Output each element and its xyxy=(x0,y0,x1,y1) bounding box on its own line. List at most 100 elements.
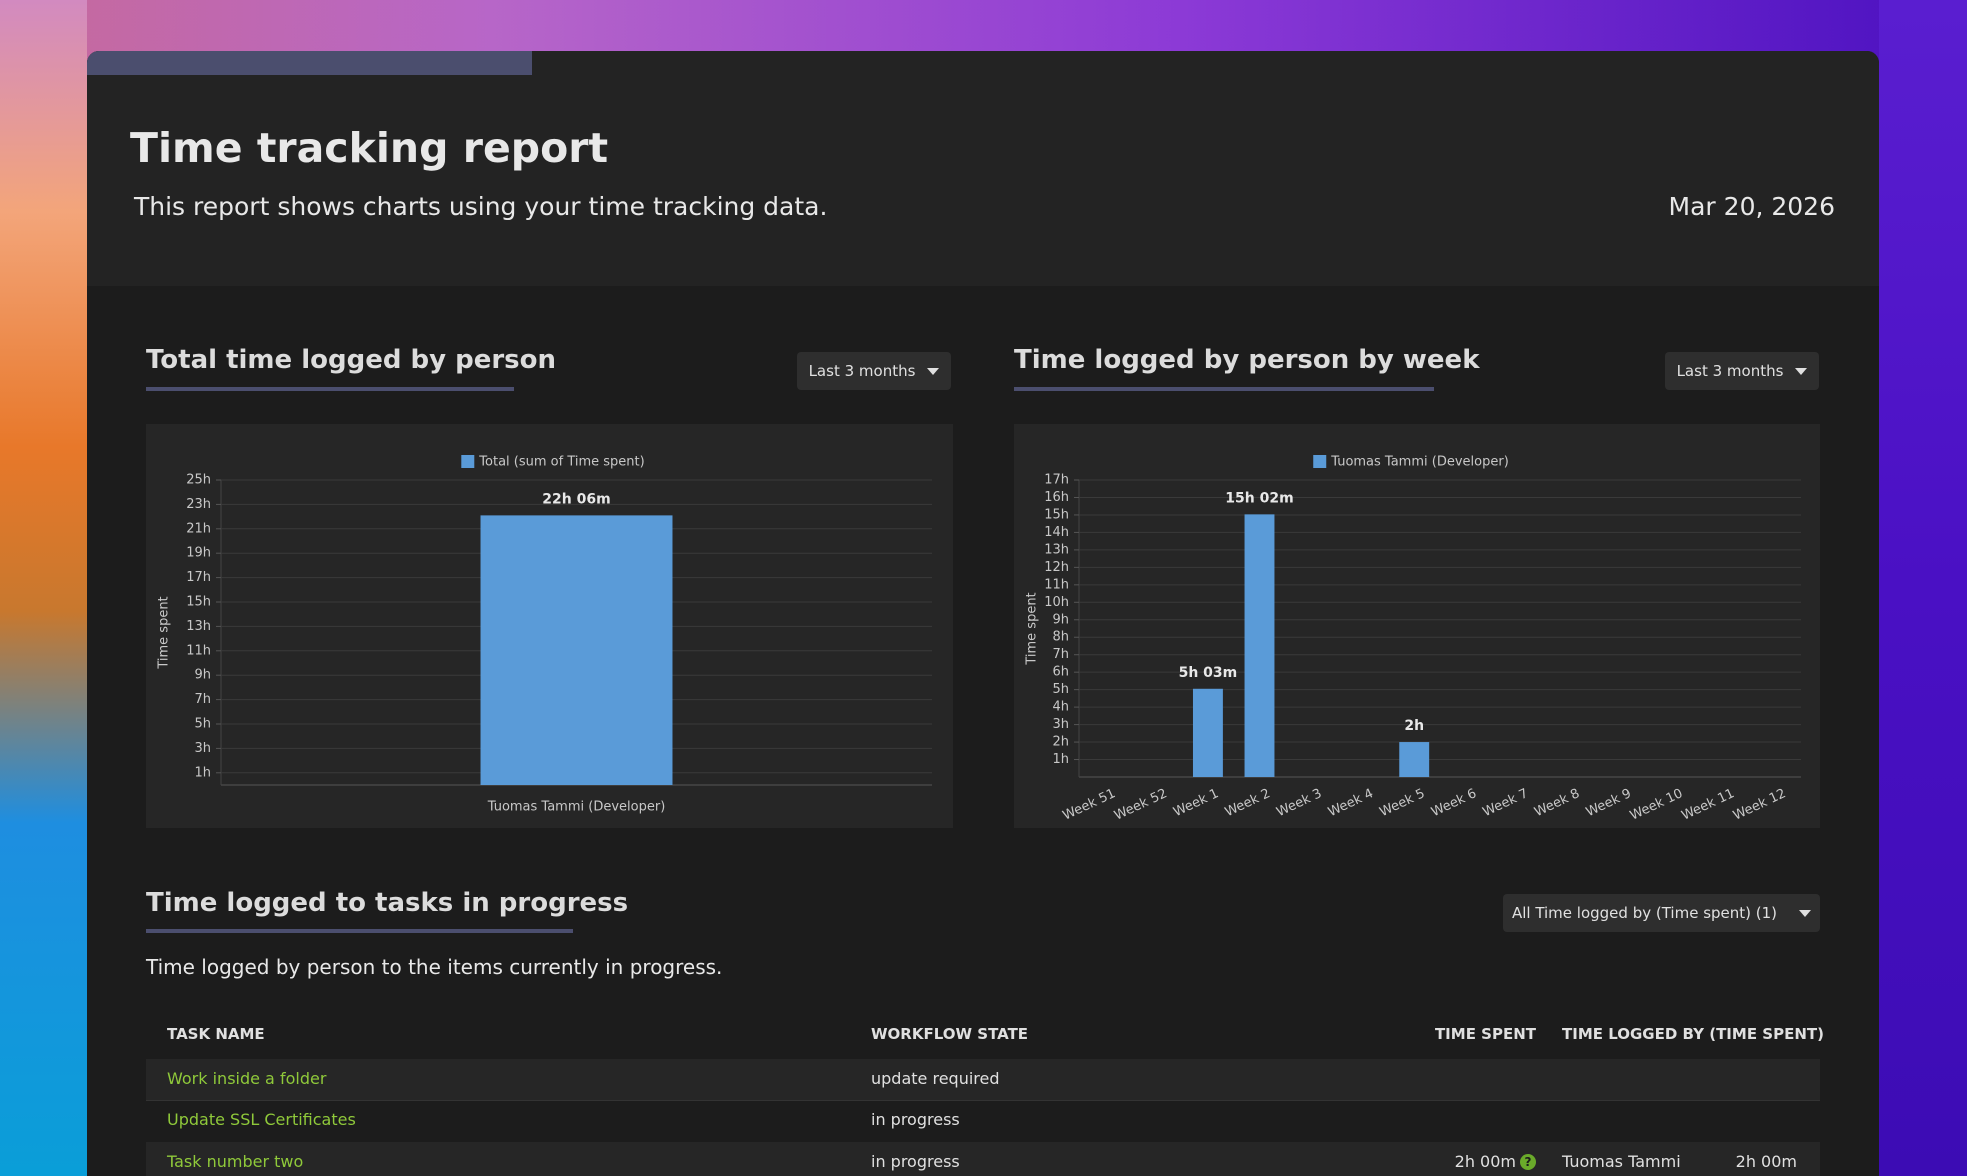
y-tick-label: 16h xyxy=(1044,490,1069,505)
x-tick-label: Week 12 xyxy=(1731,786,1788,823)
data-label: 2h xyxy=(1404,718,1424,734)
header xyxy=(87,51,1879,286)
y-axis-label: Time spent xyxy=(157,596,172,669)
y-tick-label: 5h xyxy=(1052,682,1069,697)
y-tick-label: 5h xyxy=(194,717,211,732)
section-title: Time logged by person by week xyxy=(1014,345,1480,375)
x-tick-label: Week 51 xyxy=(1061,786,1118,823)
range-dropdown[interactable]: Last 3 months xyxy=(797,352,951,390)
column-header: TIME SPENT xyxy=(1434,1025,1536,1043)
y-tick-label: 15h xyxy=(1044,507,1069,522)
chart: 1h 3h 5h 7h 9h 11h 13h 15h 17h 19h 21h 23h 25h Time s… xyxy=(146,424,953,828)
legend-swatch xyxy=(1313,455,1327,468)
y-tick-label: 15h xyxy=(186,595,211,610)
y-tick-label: 1h xyxy=(1052,752,1069,767)
y-tick-label: 21h xyxy=(186,521,211,536)
y-tick-label: 1h xyxy=(194,765,211,780)
y-tick-label: 14h xyxy=(1044,525,1069,540)
y-tick-label: 8h xyxy=(1052,630,1069,645)
x-tick-label: Week 1 xyxy=(1171,786,1221,820)
y-tick-label: 11h xyxy=(1044,577,1069,592)
x-tick-label: Week 2 xyxy=(1223,786,1273,820)
x-tick-label: Week 52 xyxy=(1112,786,1169,823)
dropdown-arrow xyxy=(927,367,940,375)
legend-label: Tuomas Tammi (Developer) xyxy=(1330,455,1509,470)
x-tick-label: Week 6 xyxy=(1429,786,1479,820)
y-tick-label: 23h xyxy=(186,497,211,512)
x-tick-label: Week 11 xyxy=(1679,786,1736,823)
title-underline xyxy=(1014,387,1434,391)
title-underline xyxy=(146,929,573,933)
time-spent: 2h 00m xyxy=(1454,1152,1516,1171)
y-tick-label: 13h xyxy=(186,619,211,634)
page-subtitle: This report shows charts using your time… xyxy=(134,192,828,221)
y-tick-label: 19h xyxy=(186,546,211,561)
y-tick-label: 11h xyxy=(186,643,211,658)
table-row xyxy=(146,1059,1820,1101)
x-tick-label: Week 7 xyxy=(1481,786,1531,820)
y-axis-label: Time spent xyxy=(1025,592,1040,665)
y-tick-label: 13h xyxy=(1044,542,1069,557)
x-tick-label: Week 5 xyxy=(1378,786,1428,820)
y-tick-label: 17h xyxy=(1044,473,1069,488)
title-underline xyxy=(146,387,514,391)
table-row xyxy=(146,1142,1820,1176)
x-tick-label: Tuomas Tammi (Developer) xyxy=(487,800,666,815)
y-tick-label: 12h xyxy=(1044,560,1069,575)
y-tick-label: 3h xyxy=(1052,717,1069,732)
logged-time: 2h 00m xyxy=(1735,1152,1797,1171)
column-header: WORKFLOW STATE xyxy=(871,1025,1029,1043)
workflow-state: update required xyxy=(871,1069,1000,1088)
table-row xyxy=(146,1101,1820,1143)
info-icon[interactable]: ? xyxy=(1520,1154,1536,1170)
y-tick-label: 6h xyxy=(1052,665,1069,680)
bar xyxy=(1244,514,1275,777)
column-header: TIME LOGGED BY (TIME SPENT) xyxy=(1562,1025,1824,1043)
x-tick-label: Week 4 xyxy=(1326,786,1376,820)
bar xyxy=(480,515,673,785)
dropdown-label: Last 3 months xyxy=(1676,362,1784,380)
x-tick-label: Week 8 xyxy=(1532,786,1582,820)
y-tick-label: 9h xyxy=(1052,612,1069,627)
y-tick-label: 17h xyxy=(186,570,211,585)
y-tick-label: 7h xyxy=(1052,647,1069,662)
dropdown-label: Last 3 months xyxy=(808,362,916,380)
progress-bar xyxy=(87,51,532,75)
filter-dropdown[interactable]: All Time logged by (Time spent) (1) xyxy=(1503,894,1820,932)
section-description: Time logged by person to the items curre… xyxy=(146,955,723,979)
data-label: 15h 02m xyxy=(1225,490,1293,506)
dropdown-label: All Time logged by (Time spent) (1) xyxy=(1511,904,1778,922)
bar xyxy=(1399,742,1430,777)
y-tick-label: 25h xyxy=(186,473,211,488)
column-header: TASK NAME xyxy=(167,1025,265,1043)
legend-label: Total (sum of Time spent) xyxy=(478,455,644,470)
legend-swatch xyxy=(461,455,475,468)
y-tick-label: 9h xyxy=(194,668,211,683)
background xyxy=(0,0,87,1176)
y-tick-label: 4h xyxy=(1052,700,1069,715)
task-link[interactable]: Task number two xyxy=(167,1152,304,1171)
logged-by: Tuomas Tammi xyxy=(1562,1152,1681,1171)
chart: 1h 2h 3h 4h 5h 6h 7h 8h 9h 10h 11h 12h 13h 14h 15h 16h 1… xyxy=(1014,424,1820,828)
section-title: Total time logged by person xyxy=(146,345,557,375)
x-tick-label: Week 9 xyxy=(1584,786,1634,820)
range-dropdown[interactable]: Last 3 months xyxy=(1665,352,1819,390)
y-tick-label: 10h xyxy=(1044,595,1069,610)
bar xyxy=(1192,688,1223,777)
task-link[interactable]: Update SSL Certificates xyxy=(167,1110,356,1129)
background xyxy=(1879,0,1967,1176)
dropdown-arrow xyxy=(1799,909,1812,917)
workflow-state: in progress xyxy=(871,1110,960,1129)
dropdown-arrow xyxy=(1795,367,1808,375)
page-title: Time tracking report xyxy=(130,124,609,172)
x-tick-label: Week 3 xyxy=(1274,786,1324,820)
y-tick-label: 2h xyxy=(1052,735,1069,750)
data-label: 22h 06m xyxy=(542,491,610,507)
report-date: Mar 20, 2026 xyxy=(1668,192,1835,221)
y-tick-label: 3h xyxy=(194,741,211,756)
task-link[interactable]: Work inside a folder xyxy=(167,1069,327,1088)
data-label: 5h 03m xyxy=(1179,665,1238,681)
y-tick-label: 7h xyxy=(194,692,211,707)
x-tick-label: Week 10 xyxy=(1628,786,1685,823)
